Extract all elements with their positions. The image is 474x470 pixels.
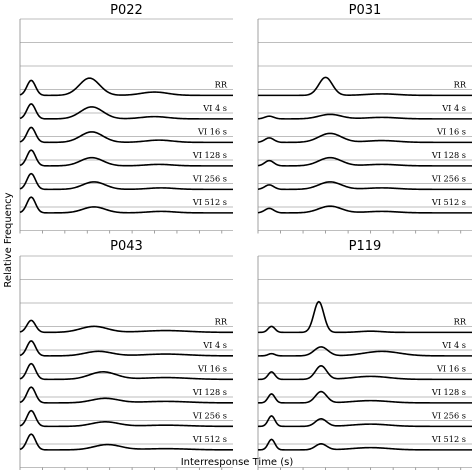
series-line-vi-512-s xyxy=(19,433,233,451)
series-line-vi-256-s xyxy=(19,409,233,428)
panel-title: P119 xyxy=(349,239,382,254)
series-line-vi-16-s xyxy=(258,365,472,381)
panels: P022 RR VI 4 s VI 16 s VI 128 s VI 256 s VI 51… xyxy=(19,3,472,470)
series-line-vi-128-s xyxy=(19,149,233,167)
series-line-vi-4-s xyxy=(19,340,234,357)
series-label: VI 16 s xyxy=(436,363,466,373)
series-label: RR xyxy=(454,316,467,326)
series-line-vi-4-s xyxy=(19,103,233,120)
series-line-vi-256-s xyxy=(257,415,472,428)
series-label: VI 16 s xyxy=(197,126,227,136)
series-line-vi-16-s xyxy=(257,132,472,144)
panel-title: P022 xyxy=(110,3,143,18)
series-line-vi-16-s xyxy=(19,362,234,381)
series-label: VI 128 s xyxy=(192,387,227,397)
series-label: VI 512 s xyxy=(431,197,466,207)
series-line-vi-256-s xyxy=(257,181,472,191)
series-label: VI 128 s xyxy=(431,387,466,397)
y-axis-label: Relative Frequency xyxy=(3,192,14,287)
series-label: VI 256 s xyxy=(192,173,227,183)
series-label: VI 256 s xyxy=(192,410,227,420)
series-line-rr xyxy=(258,76,472,97)
panel-title: P043 xyxy=(110,239,143,254)
panel-p119: 00.10.20.30.40.50.60.70.80.9P119RRVI 4 s… xyxy=(257,239,472,470)
panel-p031: P031 RR VI 4 s VI 16 s VI 128 s VI 256 s VI 51… xyxy=(257,3,472,234)
x-axis-label: Interresponse Time (s) xyxy=(181,457,294,468)
series-line-rr xyxy=(19,319,234,334)
series-label: VI 4 s xyxy=(202,340,227,350)
panel-p022: P022 RR VI 4 s VI 16 s VI 128 s VI 256 s VI 51… xyxy=(19,3,233,234)
series-line-vi-512-s xyxy=(257,438,472,451)
panel-title: P031 xyxy=(349,3,382,18)
series-label: VI 16 s xyxy=(436,126,466,136)
series-line-vi-128-s xyxy=(19,386,233,404)
series-label: VI 4 s xyxy=(441,103,466,113)
series-line-vi-4-s xyxy=(257,113,472,120)
panel-p043: 00.10.20.30.40.50.60.70.80.9P043RRVI 4 s… xyxy=(19,239,234,470)
series-line-vi-128-s xyxy=(257,156,472,167)
series-line-vi-4-s xyxy=(258,346,472,357)
series-label: VI 512 s xyxy=(431,434,466,444)
series-label: VI 16 s xyxy=(197,363,227,373)
series-line-vi-128-s xyxy=(257,390,472,404)
series-line-rr xyxy=(19,77,233,97)
series-label: VI 128 s xyxy=(192,150,227,160)
series-line-vi-512-s xyxy=(257,205,472,214)
series-label: VI 512 s xyxy=(192,197,227,207)
series-label: RR xyxy=(215,316,228,326)
series-label: RR xyxy=(215,79,228,89)
series-label: VI 128 s xyxy=(431,150,466,160)
series-label: VI 4 s xyxy=(441,340,466,350)
series-line-vi-256-s xyxy=(19,172,233,191)
series-label: VI 512 s xyxy=(192,434,227,444)
series-label: VI 256 s xyxy=(431,410,466,420)
series-label: VI 256 s xyxy=(431,173,466,183)
series-line-vi-512-s xyxy=(19,196,233,214)
series-label: RR xyxy=(454,79,467,89)
series-line-vi-16-s xyxy=(19,126,233,144)
series-line-rr xyxy=(258,300,472,334)
series-label: VI 4 s xyxy=(202,103,227,113)
